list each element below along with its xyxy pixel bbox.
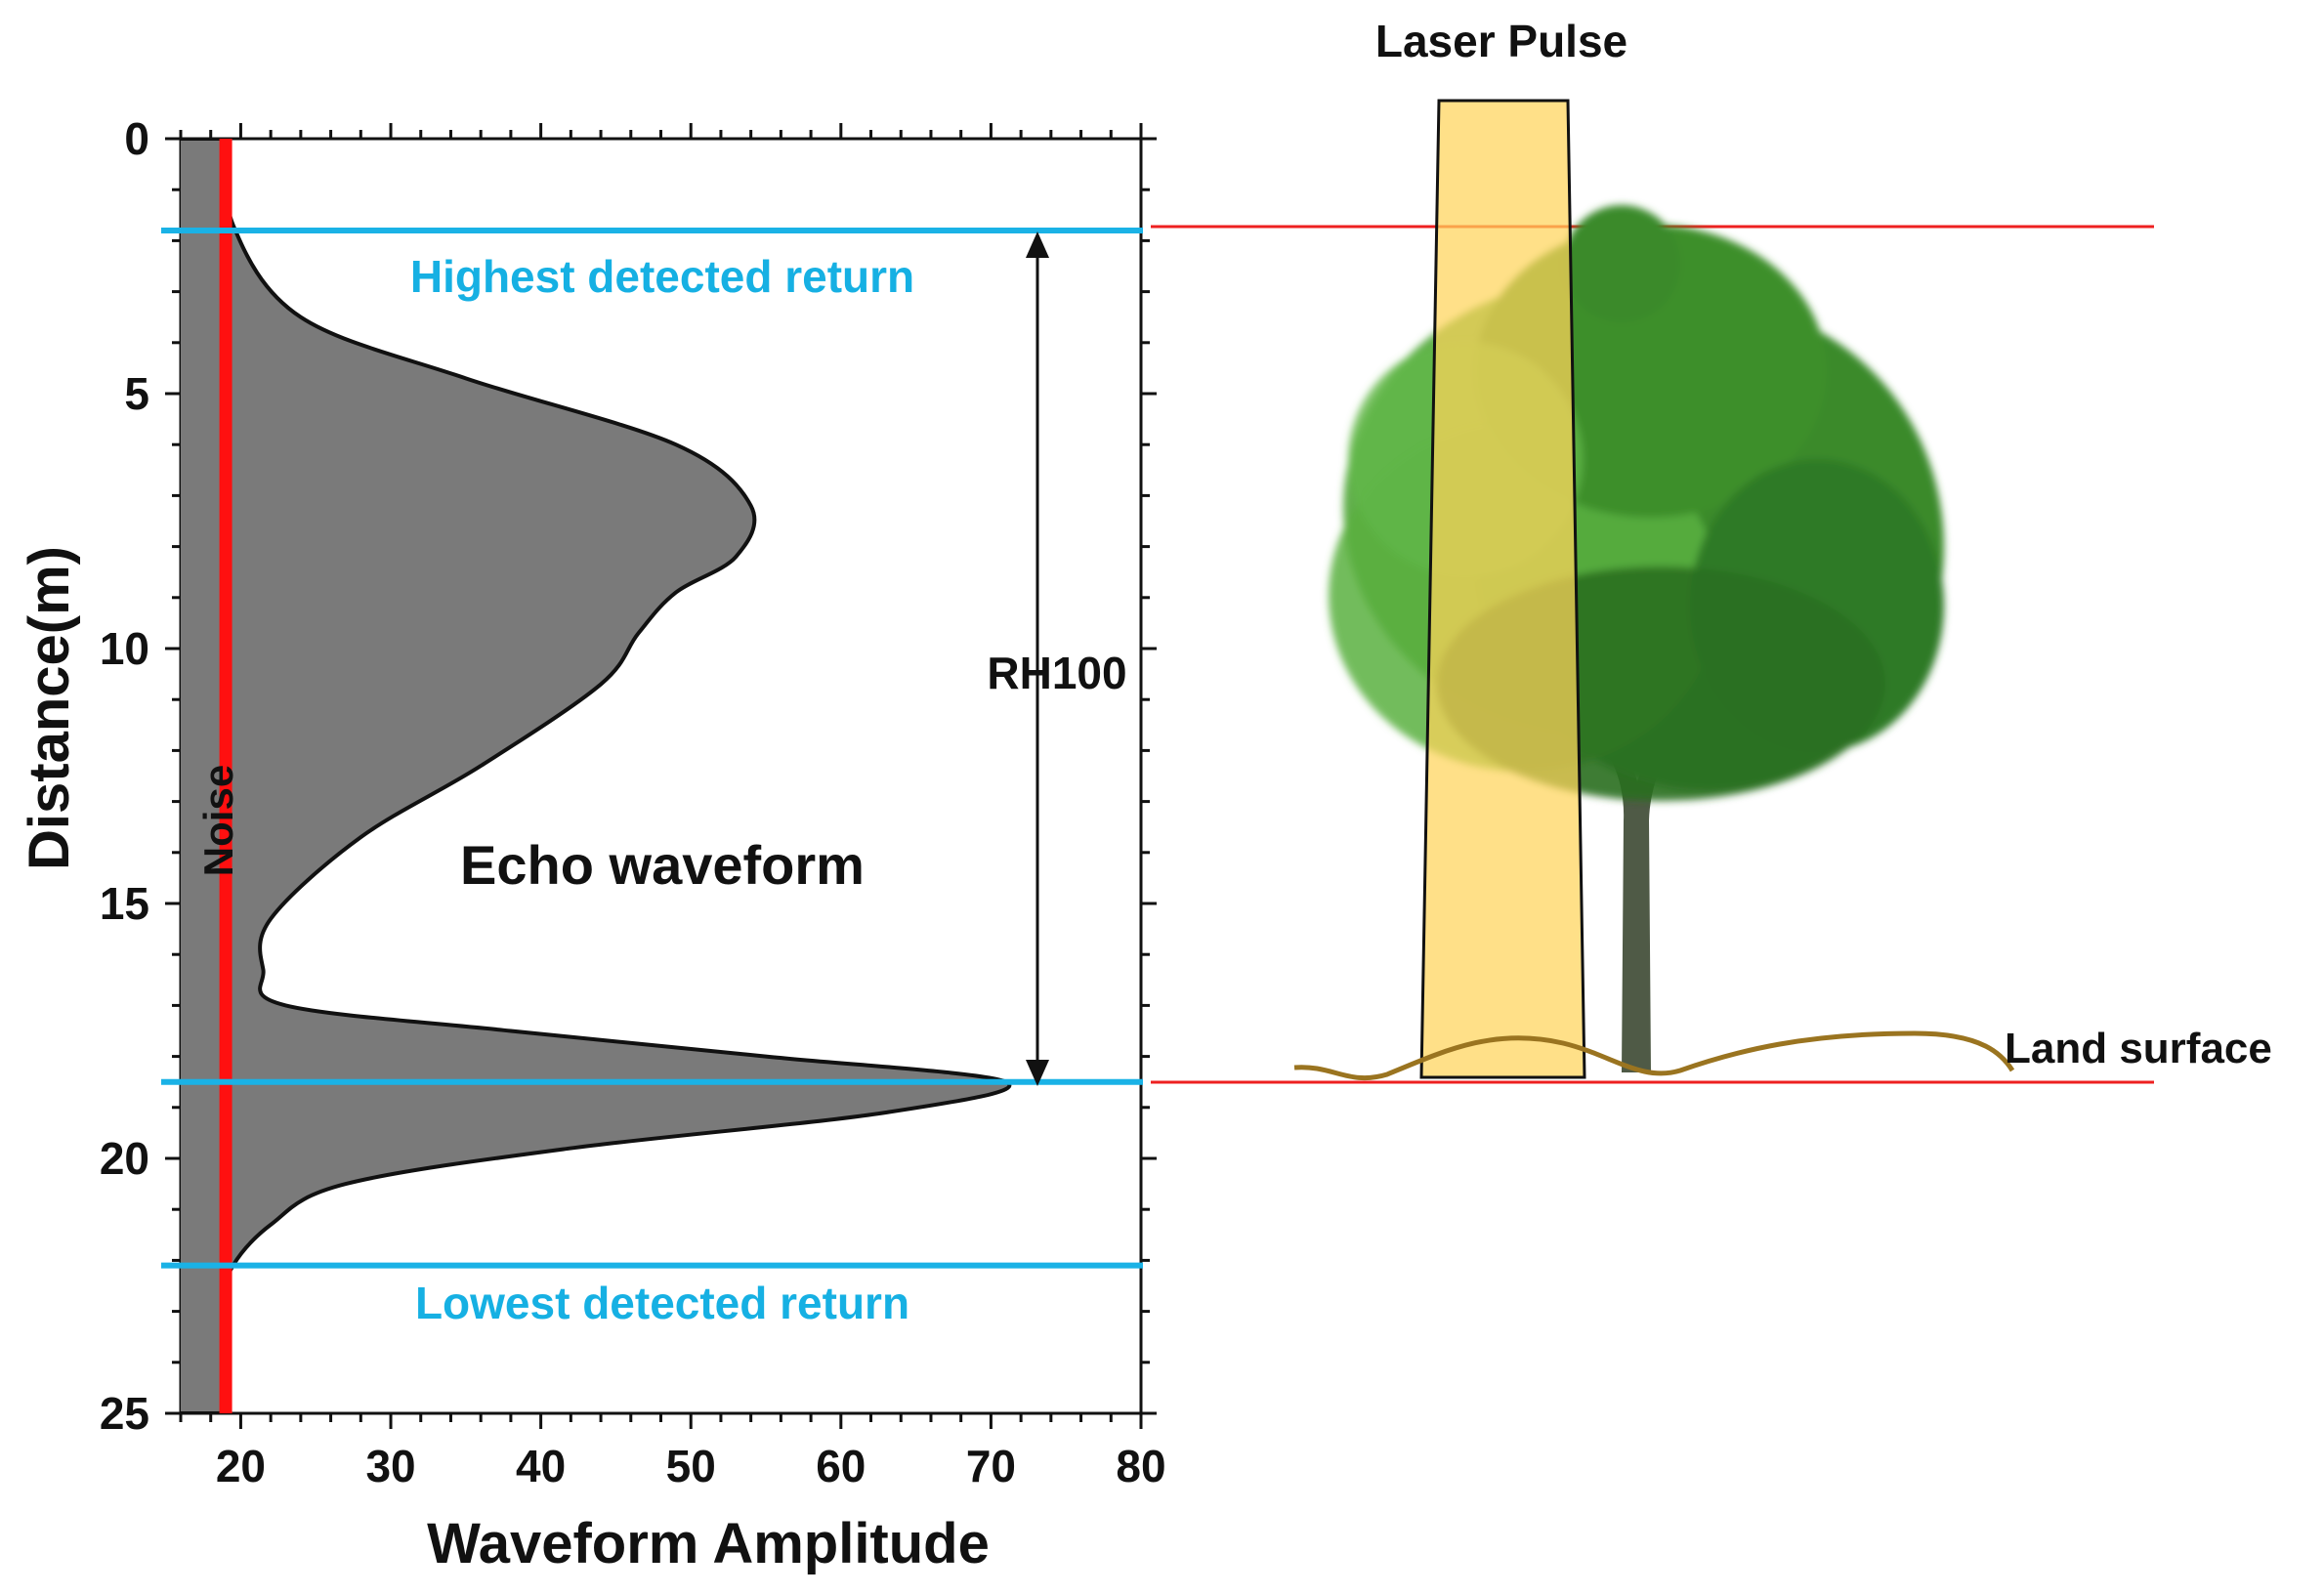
x-axis-ticks: 20 30 40 50 60 70 80 bbox=[179, 123, 1166, 1491]
echo-waveform-label: Echo waveform bbox=[460, 834, 865, 896]
y-tick-label: 5 bbox=[124, 368, 149, 419]
y-axis-title: Distance(m) bbox=[18, 546, 81, 870]
waveform-chart: 20 30 40 50 60 70 80 0 5 10 15 20 25 Highest detect… bbox=[18, 113, 1166, 1575]
noise-label: Noise bbox=[195, 765, 241, 876]
rh100-label: RH100 bbox=[987, 648, 1126, 698]
x-tick-label: 60 bbox=[816, 1441, 866, 1491]
y-tick-label: 15 bbox=[100, 878, 149, 929]
arrow-head-top bbox=[1026, 231, 1049, 258]
land-surface-curve bbox=[1293, 1030, 2015, 1081]
laser-pulse-beam bbox=[1419, 99, 1586, 1079]
tree-illustration bbox=[1329, 205, 1944, 1072]
y-tick-label: 20 bbox=[100, 1133, 149, 1184]
x-tick-label: 80 bbox=[1116, 1441, 1165, 1491]
y-tick-label: 10 bbox=[100, 623, 149, 674]
x-tick-label: 50 bbox=[666, 1441, 716, 1491]
laser-pulse-label: Laser Pulse bbox=[1375, 16, 1627, 66]
tree-crown bbox=[1329, 205, 1944, 801]
x-tick-label: 30 bbox=[365, 1441, 415, 1491]
y-axis-ticks: 0 5 10 15 20 25 bbox=[100, 113, 1157, 1439]
arrow-head-bottom bbox=[1026, 1060, 1049, 1086]
lowest-return-label: Lowest detected return bbox=[415, 1278, 909, 1328]
x-tick-label: 40 bbox=[516, 1441, 566, 1491]
y-tick-label: 0 bbox=[124, 113, 149, 164]
x-tick-label: 20 bbox=[216, 1441, 266, 1491]
x-axis-title: Waveform Amplitude bbox=[427, 1512, 990, 1575]
land-surface-label: Land surface bbox=[2005, 1025, 2272, 1072]
highest-return-label: Highest detected return bbox=[410, 251, 914, 302]
tree-trunk bbox=[1583, 705, 1696, 1072]
echo-waveform-area bbox=[181, 139, 1012, 1413]
y-tick-label: 25 bbox=[100, 1388, 149, 1439]
x-tick-label: 70 bbox=[966, 1441, 1016, 1491]
tree-scene: Laser Pulse Land surface bbox=[1151, 16, 2272, 1084]
rh100-arrow bbox=[1026, 231, 1049, 1086]
